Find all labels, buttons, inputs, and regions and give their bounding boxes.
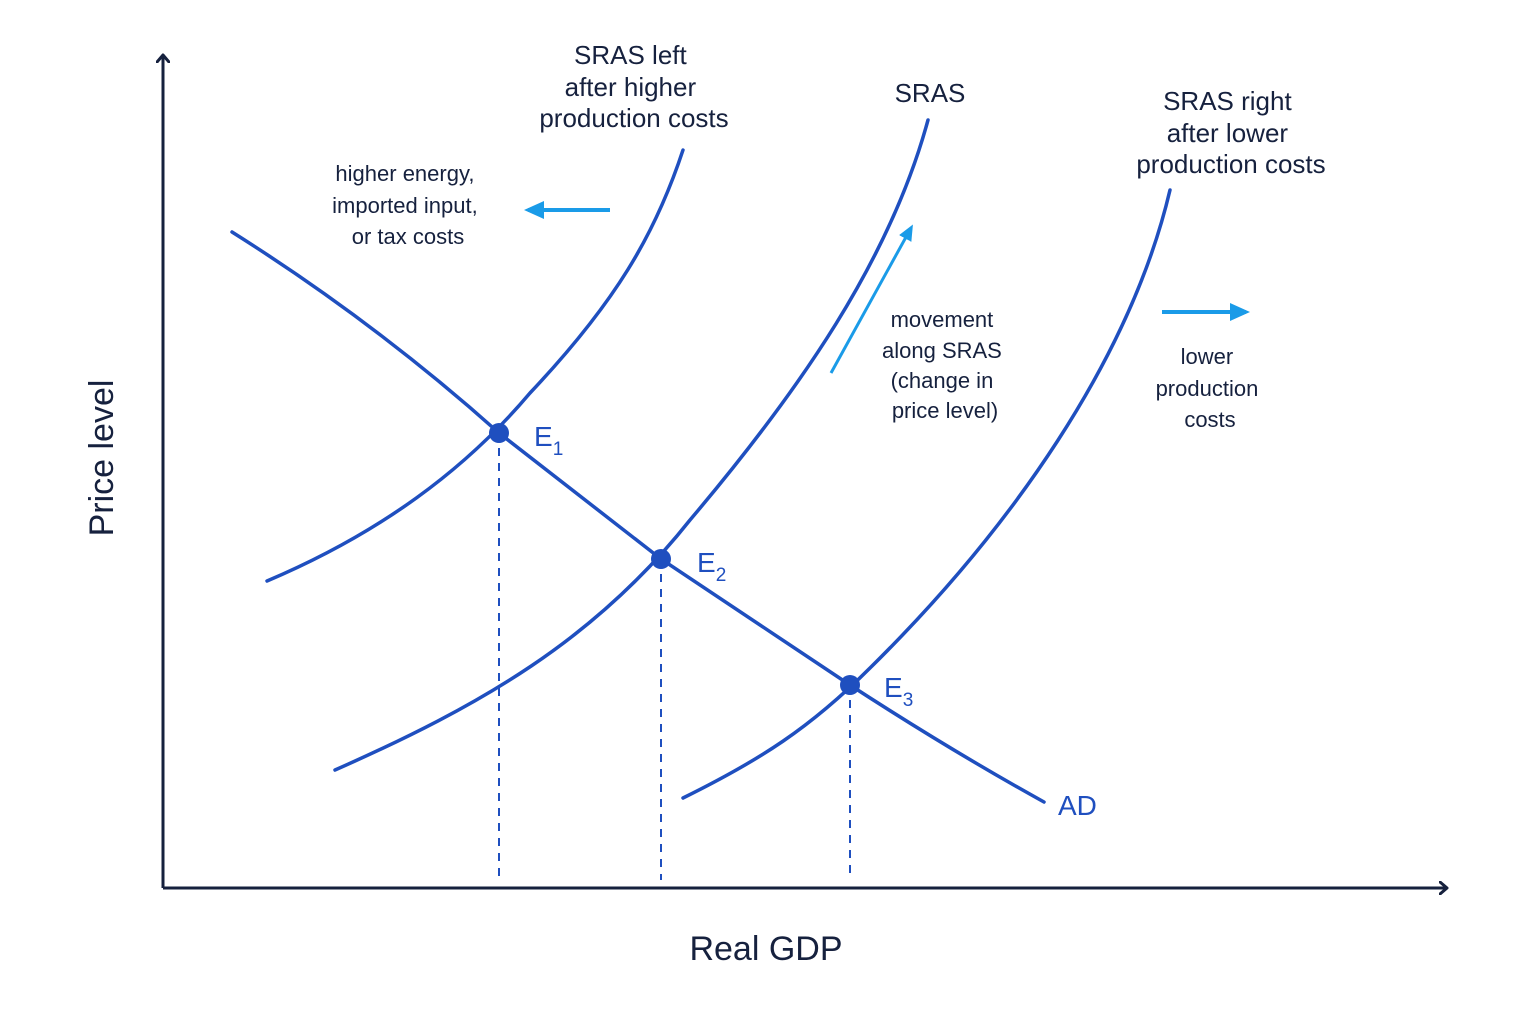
e3-point	[840, 675, 860, 695]
curves	[230, 118, 1172, 804]
right-shift-note: lower production costs	[1156, 344, 1265, 432]
sras-right-label: SRAS right after lower production costs	[1136, 86, 1325, 179]
sras-curve	[333, 118, 930, 772]
movement-note: movement along SRAS (change in price lev…	[882, 307, 1008, 423]
e1-point	[489, 423, 509, 443]
arrow-up-right-icon	[829, 224, 913, 374]
sras-label: SRAS	[895, 78, 966, 108]
ad-label: AD	[1058, 790, 1097, 821]
sras-left-curve	[265, 148, 685, 583]
sras-right-curve	[681, 188, 1172, 800]
equilibrium-points	[489, 423, 860, 695]
dashed-guides	[498, 433, 851, 880]
e1-label: E1	[534, 421, 563, 460]
y-axis-label: Price level	[83, 380, 121, 537]
axes	[163, 56, 1446, 888]
x-axis-label: Real GDP	[689, 930, 842, 968]
e3-label: E3	[884, 672, 913, 711]
e2-label: E2	[697, 547, 726, 586]
left-shift-note: higher energy, imported input, or tax co…	[332, 161, 484, 249]
e2-point	[651, 549, 671, 569]
sras-left-label: SRAS left after higher production costs	[539, 40, 728, 133]
